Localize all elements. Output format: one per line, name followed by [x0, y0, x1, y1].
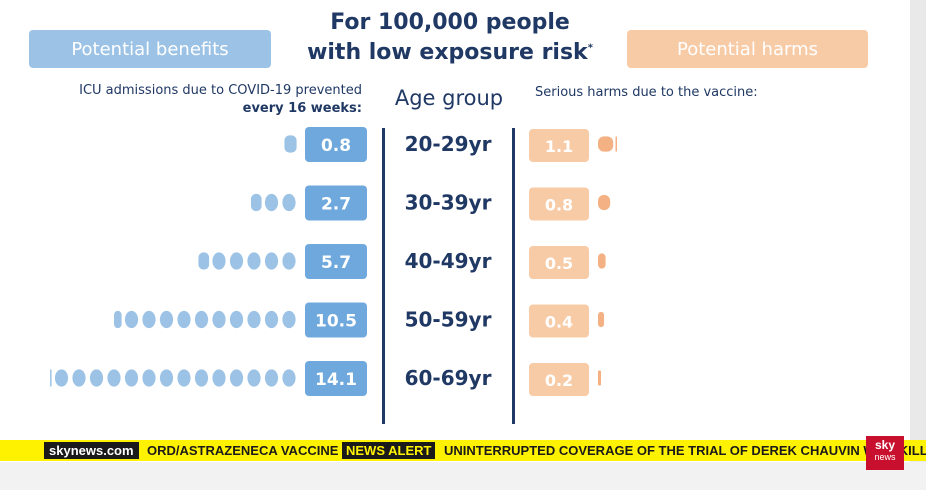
- ticker-logo: skynews.com: [44, 442, 139, 459]
- benefit-dot: [282, 369, 296, 387]
- benefit-subtitle-line-1: ICU admissions due to COVID-19 prevented: [79, 83, 362, 98]
- benefit-dot: [282, 193, 296, 212]
- harm-subtitle: Serious harms due to the vaccine:: [535, 85, 758, 100]
- harm-dot-partial: [598, 370, 602, 386]
- frame-strip-bottom: [0, 462, 926, 490]
- benefit-dot: [177, 369, 191, 387]
- benefits-header: Potential benefits: [29, 30, 271, 68]
- benefit-dot: [264, 310, 279, 329]
- benefit-value-box: [305, 244, 367, 279]
- age-category-label: 30-39yr: [405, 191, 492, 215]
- sky-news-logo: sky news: [866, 436, 904, 470]
- benefit-dot: [282, 252, 296, 270]
- sky-logo-line-2: news: [874, 452, 896, 462]
- ticker-news-alert: NEWS ALERT: [342, 442, 436, 459]
- title-line-1: For 100,000 people: [330, 10, 570, 35]
- benefit-dot: [54, 369, 69, 387]
- benefit-value-box: [305, 361, 367, 396]
- age-category-label: 50-59yr: [405, 308, 492, 332]
- benefit-dot: [282, 310, 296, 329]
- harm-dot-partial: [598, 311, 605, 328]
- benefit-dot: [177, 310, 191, 329]
- benefit-dot-partial: [114, 310, 122, 329]
- benefit-value-box: [305, 302, 367, 338]
- harm-value-box: [529, 129, 589, 162]
- harm-value-box: [529, 304, 589, 338]
- benefit-dot: [247, 369, 261, 387]
- benefit-value-label: 14.1: [315, 370, 357, 390]
- benefit-dot: [124, 369, 139, 387]
- harm-value-label: 0.5: [545, 254, 573, 273]
- benefit-dot: [229, 252, 244, 270]
- benefit-value-label: 0.8: [321, 136, 351, 156]
- harm-value-label: 1.1: [545, 137, 573, 156]
- harm-dot: [598, 136, 614, 152]
- sky-logo-line-1: sky: [874, 438, 896, 452]
- ticker-headline-2: UNINTERRUPTED COVERAGE OF THE TRIAL OF D…: [444, 443, 926, 458]
- benefit-dot: [229, 310, 244, 329]
- ticker-headline-1: ORD/ASTRAZENECA VACCINE: [147, 443, 339, 458]
- benefit-dot-partial: [250, 193, 262, 212]
- harm-value-box: [529, 246, 589, 279]
- benefit-value-box: [305, 127, 367, 162]
- benefit-dot: [229, 369, 244, 387]
- benefit-value-label: 5.7: [321, 253, 351, 273]
- benefit-subtitle: ICU admissions due to COVID-19 prevented…: [40, 82, 362, 118]
- benefit-dot: [264, 369, 279, 387]
- harm-value-label: 0.4: [545, 313, 573, 332]
- age-group-heading: Age group: [394, 86, 504, 110]
- title-line-2: with low exposure risk: [307, 40, 588, 65]
- chart-title: For 100,000 people with low exposure ris…: [300, 8, 600, 68]
- benefit-dot-partial: [284, 135, 297, 153]
- divider-left: [382, 128, 385, 424]
- benefit-dot: [107, 369, 121, 387]
- benefit-dot: [212, 369, 226, 387]
- harm-value-box: [529, 363, 589, 396]
- benefit-dot: [159, 310, 174, 329]
- divider-right: [512, 128, 515, 424]
- benefit-value-label: 2.7: [321, 195, 351, 215]
- benefit-dot: [72, 369, 86, 387]
- harm-value-label: 0.8: [545, 196, 573, 215]
- benefit-dot: [194, 369, 209, 387]
- age-category-label: 20-29yr: [405, 132, 492, 156]
- benefit-dot: [142, 310, 156, 329]
- benefit-dot: [264, 252, 279, 270]
- benefit-dot: [212, 310, 226, 329]
- frame-strip-right: [910, 0, 926, 490]
- benefit-dot-partial: [198, 252, 210, 270]
- benefit-subtitle-line-2: every 16 weeks:: [242, 101, 362, 116]
- harm-value-box: [529, 187, 589, 221]
- benefit-dot: [142, 369, 156, 387]
- news-ticker: skynews.com ORD/ASTRAZENECA VACCINE NEWS…: [0, 440, 926, 461]
- harm-value-label: 0.2: [545, 371, 573, 390]
- harm-dot-partial: [598, 194, 611, 211]
- age-category-label: 40-49yr: [405, 249, 492, 273]
- benefit-value-box: [305, 185, 367, 221]
- benefit-dot: [247, 252, 261, 270]
- benefit-dot: [194, 310, 209, 329]
- age-category-label: 60-69yr: [405, 366, 492, 390]
- harm-dot-partial: [615, 136, 618, 152]
- harm-dot-partial: [598, 253, 606, 269]
- benefit-value-label: 10.5: [315, 312, 357, 332]
- benefit-dot: [212, 252, 226, 270]
- benefit-dot: [264, 193, 279, 212]
- benefit-dot-partial: [50, 369, 52, 387]
- benefit-dot: [89, 369, 104, 387]
- benefit-dot: [159, 369, 174, 387]
- harms-header: Potential harms: [627, 30, 868, 68]
- benefit-dot: [124, 310, 139, 329]
- title-marker: *: [587, 42, 593, 54]
- benefit-dot: [247, 310, 261, 329]
